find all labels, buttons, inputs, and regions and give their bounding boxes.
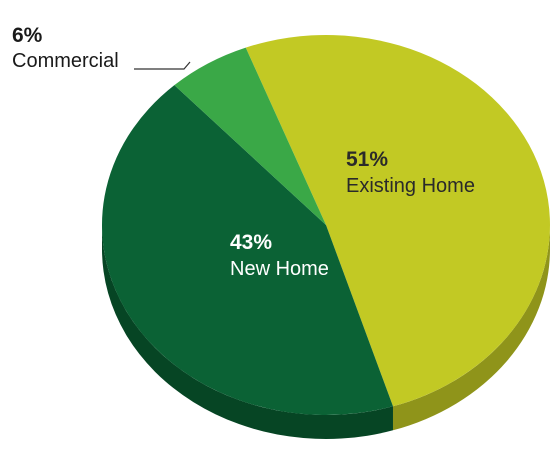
pie-slices — [101, 34, 551, 416]
commercial-leader-line — [134, 61, 191, 70]
commercial-percent: 6% — [12, 24, 43, 47]
new-home-percent: 43% — [230, 231, 272, 254]
slice-label-existing-home: 51% Existing Home — [346, 148, 475, 197]
slice-side-existing-home — [392, 225, 550, 431]
existing-home-label: Existing Home — [346, 175, 475, 197]
slice-existing-home — [245, 34, 551, 407]
slice-new-home — [101, 85, 393, 416]
slice-label-commercial: 6% Commercial — [12, 24, 119, 72]
slice-commercial — [174, 47, 326, 225]
slice-label-new-home: 43% New Home — [230, 231, 329, 280]
new-home-label: New Home — [230, 258, 329, 280]
existing-home-percent: 51% — [346, 148, 388, 171]
pie-depth — [102, 225, 550, 439]
commercial-label: Commercial — [12, 50, 119, 72]
slice-side-new-home — [102, 225, 393, 439]
